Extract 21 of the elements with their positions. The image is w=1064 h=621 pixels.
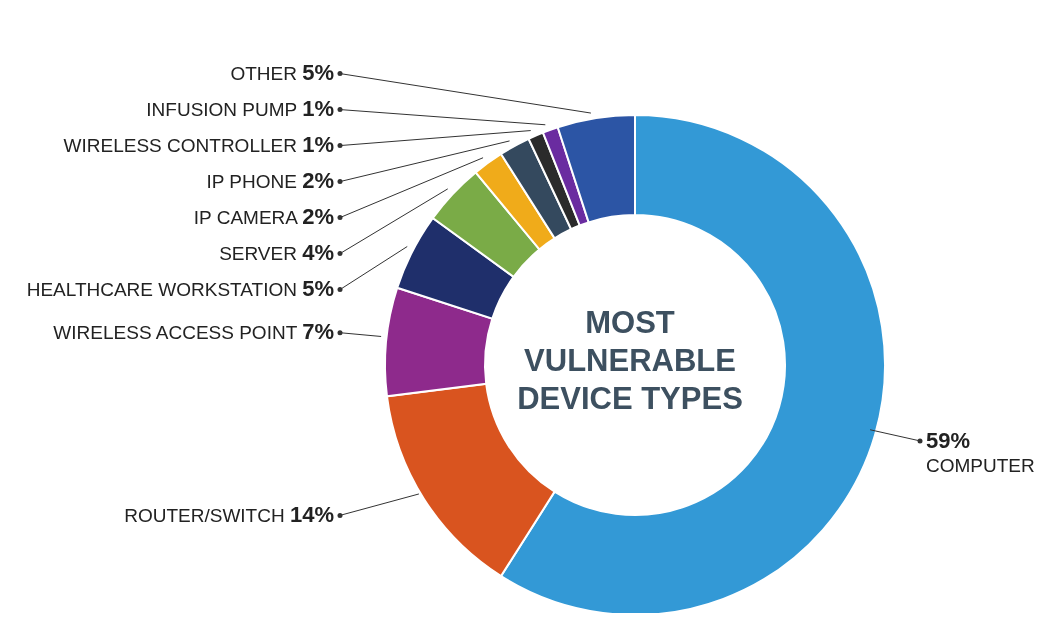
- data-label: 4%: [302, 240, 334, 266]
- data-label: 2%: [302, 168, 334, 194]
- slice-label: IP CAMERA: [193, 207, 303, 229]
- data-label: 1%: [302, 96, 334, 122]
- slice-label: COMPUTER: [926, 454, 1035, 476]
- slice-label: WIRELESS CONTROLLER: [63, 135, 303, 157]
- slice-label: WIRELESS ACCESS POINT: [53, 322, 303, 344]
- data-label: 14%: [289, 502, 334, 528]
- data-label: 5%: [302, 276, 334, 302]
- slice-label: OTHER: [230, 63, 303, 85]
- data-label: 1%: [302, 132, 334, 158]
- data-label: 5%: [302, 60, 334, 86]
- text: MOST VULNERABLE DEVICE TYPES: [517, 304, 743, 416]
- data-label: 2%: [302, 204, 334, 230]
- slice-label: HEALTHCARE WORKSTATION: [26, 279, 303, 301]
- data-label: 59%: [926, 427, 971, 453]
- slice-label: INFUSION PUMP: [146, 99, 303, 121]
- slice-label: SERVER: [219, 243, 303, 265]
- slice-label: IP PHONE: [206, 171, 303, 193]
- data-label: 7%: [302, 319, 334, 345]
- slice-label: ROUTER/SWITCH: [124, 505, 290, 527]
